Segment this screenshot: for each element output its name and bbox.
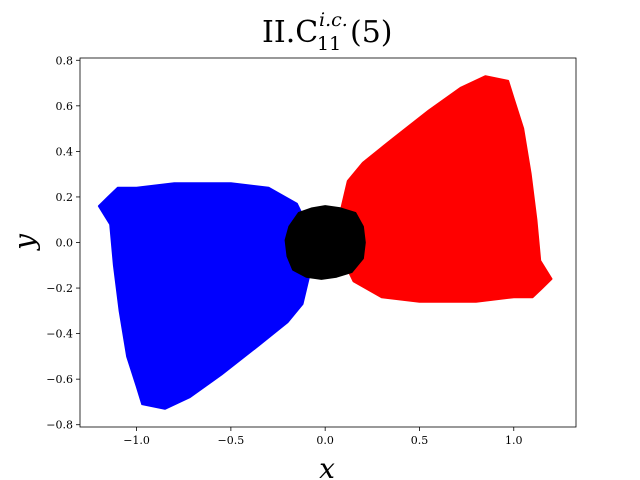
x-tick-label: −0.5 <box>218 434 245 447</box>
y-axis-label: y <box>8 233 41 252</box>
series-0-region <box>339 75 553 303</box>
series-2-region <box>284 205 366 280</box>
y-tick-label: 0.2 <box>56 191 74 204</box>
y-tick-label: −0.8 <box>46 419 73 432</box>
y-tick-label: −0.2 <box>46 282 73 295</box>
title-suffix: (5) <box>350 15 393 50</box>
title-main: II.C <box>262 15 318 50</box>
series-layer <box>97 75 553 410</box>
series-1-region <box>97 182 312 410</box>
x-tick-label: 0.0 <box>316 434 334 447</box>
y-tick-label: 0.8 <box>56 54 74 67</box>
y-tick-label: 0.0 <box>56 237 74 250</box>
y-tick-label: −0.6 <box>46 373 73 386</box>
x-tick-label: 1.0 <box>505 434 523 447</box>
y-tick-label: 0.4 <box>56 145 74 158</box>
chart-title: II.C i.c. 11 (5) <box>262 9 393 55</box>
x-tick-label: 0.5 <box>411 434 429 447</box>
y-tick-label: −0.4 <box>46 328 73 341</box>
x-tick-label: −1.0 <box>123 434 150 447</box>
x-axis-label: x <box>319 452 335 480</box>
title-subscript: 11 <box>317 33 341 55</box>
title-superscript: i.c. <box>319 9 348 31</box>
y-ticks: −0.8 −0.6 −0.4 −0.2 0.0 0.2 0.4 0.6 0.8 <box>46 54 80 432</box>
y-tick-label: 0.6 <box>56 100 74 113</box>
x-ticks: −1.0 −0.5 0.0 0.5 1.0 <box>123 427 523 447</box>
